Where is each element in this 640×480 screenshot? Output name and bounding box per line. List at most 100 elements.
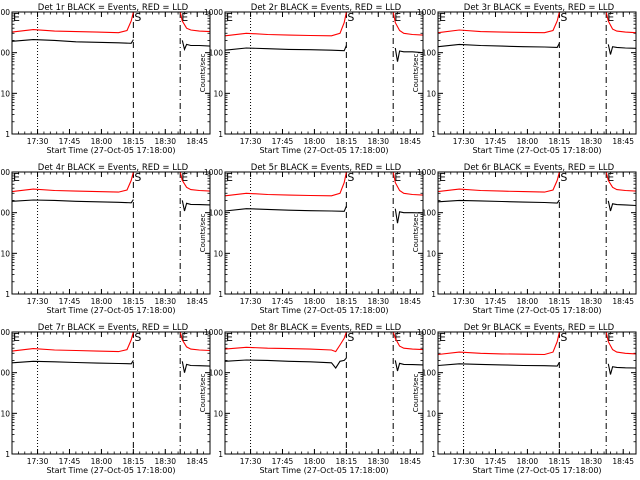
y-tick-label: 1000: [0, 168, 10, 177]
y-tick-label: 1: [218, 450, 223, 459]
y-tick-label: 1: [431, 130, 436, 139]
x-tick-label: 18:45: [186, 457, 208, 466]
plot-frame: [437, 171, 637, 295]
corner-marker-label: E: [226, 11, 233, 24]
plot-frame: [437, 331, 637, 455]
y-tick-label: 100: [0, 209, 10, 218]
y-tick-label: 1000: [204, 8, 223, 17]
end-marker-label: E: [394, 11, 401, 24]
x-tick-label: 17:30: [27, 137, 49, 146]
corner-marker-label: E: [226, 171, 233, 184]
y-axis-label: Counts/sec: [412, 374, 420, 413]
events-series-line: [437, 43, 637, 55]
y-tick-label: 10: [0, 89, 10, 98]
x-axis-label: Start Time (27-Oct-05 17:18:00): [259, 306, 388, 315]
x-tick-label: 18:45: [399, 297, 421, 306]
y-axis-label: Counts/sec: [199, 214, 207, 253]
lld-series-line: [224, 331, 424, 353]
corner-marker-label: E: [13, 11, 20, 24]
x-tick-label: 18:45: [399, 137, 421, 146]
x-tick-label: 17:30: [240, 457, 262, 466]
x-tick-label: 18:30: [154, 457, 176, 466]
y-tick-label: 1000: [204, 328, 223, 337]
x-tick-label: 18:15: [549, 137, 571, 146]
x-tick-label: 17:45: [272, 137, 294, 146]
x-tick-label: 18:45: [612, 297, 634, 306]
end-marker-label: E: [394, 331, 401, 344]
x-tick-label: 17:45: [59, 297, 81, 306]
x-axis-label: Start Time (27-Oct-05 17:18:00): [259, 146, 388, 155]
x-tick-label: 18:00: [304, 137, 326, 146]
detector-panel: Det 7r BLACK = Events, RED = LLD Counts/s…: [0, 323, 211, 475]
y-tick-label: 1000: [0, 328, 10, 337]
y-tick-label: 10: [426, 249, 436, 258]
plot-frame: [224, 11, 424, 135]
x-tick-label: 18:30: [367, 457, 389, 466]
y-tick-label: 1000: [417, 328, 436, 337]
start-marker-label: S: [560, 11, 567, 24]
panel-title: Det 4r BLACK = Events, RED = LLD: [38, 163, 189, 173]
panel-title: Det 7r BLACK = Events, RED = LLD: [38, 323, 189, 333]
x-axis-label: Start Time (27-Oct-05 17:18:00): [46, 466, 175, 475]
y-tick-label: 100: [209, 209, 224, 218]
corner-marker-label: E: [439, 11, 446, 24]
y-tick-label: 10: [0, 249, 10, 258]
start-marker-label: S: [134, 171, 141, 184]
x-tick-label: 18:45: [399, 457, 421, 466]
panel-title: Det 6r BLACK = Events, RED = LLD: [464, 163, 615, 173]
start-marker-label: S: [134, 11, 141, 24]
end-marker-label: E: [181, 11, 188, 24]
y-tick-label: 10: [213, 409, 223, 418]
lld-series-line: [437, 171, 637, 193]
y-tick-label: 10: [426, 89, 436, 98]
y-axis-label: Counts/sec: [199, 54, 207, 93]
x-axis-label: Start Time (27-Oct-05 17:18:00): [472, 306, 601, 315]
end-marker-label: E: [607, 331, 614, 344]
lld-series-line: [224, 11, 424, 37]
x-tick-label: 18:15: [336, 297, 358, 306]
x-tick-label: 18:15: [123, 457, 145, 466]
events-series-line: [437, 199, 637, 212]
x-axis-label: Start Time (27-Oct-05 17:18:00): [472, 466, 601, 475]
x-tick-label: 18:00: [91, 457, 113, 466]
x-tick-label: 18:15: [123, 137, 145, 146]
y-tick-label: 100: [209, 369, 224, 378]
start-marker-label: S: [347, 11, 354, 24]
x-tick-label: 18:30: [367, 137, 389, 146]
panel-title: Det 5r BLACK = Events, RED = LLD: [251, 163, 402, 173]
y-tick-label: 1000: [417, 8, 436, 17]
x-tick-label: 18:00: [517, 457, 539, 466]
lld-series-line: [437, 11, 637, 34]
lld-series-line: [11, 11, 211, 34]
x-tick-label: 18:00: [517, 137, 539, 146]
x-tick-label: 18:00: [91, 297, 113, 306]
x-tick-label: 18:30: [367, 297, 389, 306]
x-axis-label: Start Time (27-Oct-05 17:18:00): [259, 466, 388, 475]
corner-marker-label: E: [226, 331, 233, 344]
x-tick-label: 18:00: [304, 457, 326, 466]
x-tick-label: 17:45: [485, 137, 507, 146]
y-tick-label: 100: [0, 369, 10, 378]
x-tick-label: 18:15: [336, 137, 358, 146]
lld-series-line: [437, 331, 637, 356]
x-axis-label: Start Time (27-Oct-05 17:18:00): [46, 306, 175, 315]
panel-title: Det 1r BLACK = Events, RED = LLD: [38, 3, 189, 13]
x-tick-label: 18:30: [580, 457, 602, 466]
y-tick-label: 1: [218, 130, 223, 139]
x-tick-label: 17:30: [240, 297, 262, 306]
x-tick-label: 17:30: [453, 297, 475, 306]
events-series-line: [224, 45, 424, 62]
y-axis-label: Counts/sec: [412, 54, 420, 93]
start-marker-label: S: [134, 331, 141, 344]
plot-frame: [224, 331, 424, 455]
events-series-line: [224, 357, 424, 372]
lld-series-line: [224, 171, 424, 197]
corner-marker-label: E: [13, 331, 20, 344]
y-tick-label: 1000: [417, 168, 436, 177]
start-marker-label: S: [347, 331, 354, 344]
detector-panel: Det 9r BLACK = Events, RED = LLD Counts/s…: [412, 323, 637, 475]
y-tick-label: 1000: [204, 168, 223, 177]
plot-frame: [224, 171, 424, 295]
x-tick-label: 17:45: [272, 297, 294, 306]
